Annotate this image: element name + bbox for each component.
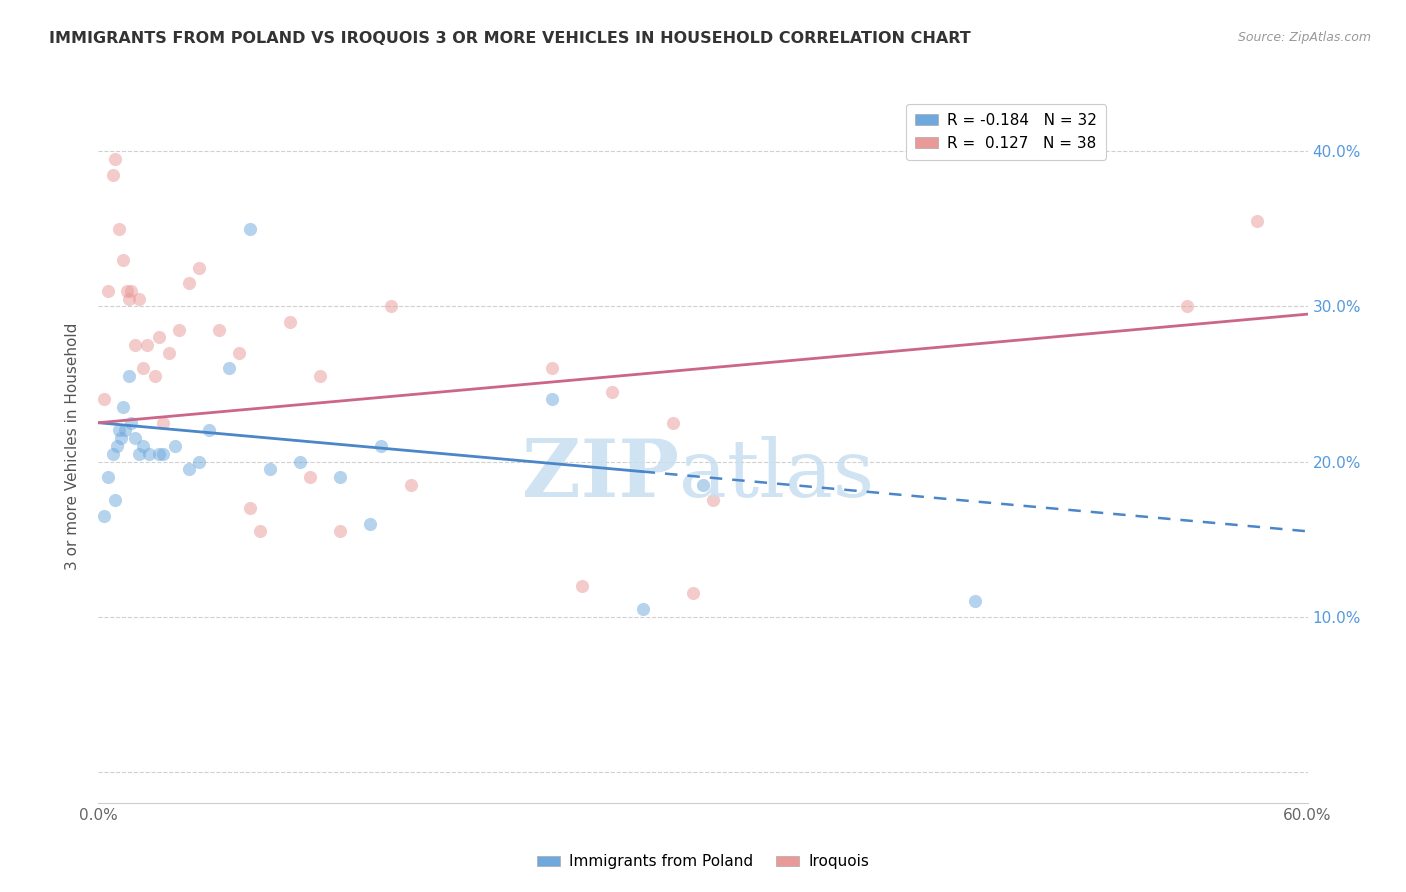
Point [107, 222, 129, 236]
Point [1175, 299, 1198, 313]
Point [107, 424, 129, 438]
Point [540, 392, 562, 407]
Point [661, 416, 683, 430]
Point [360, 516, 382, 531]
Point [157, 346, 180, 360]
Point [97, 284, 120, 298]
Legend: Immigrants from Poland, Iroquois: Immigrants from Poland, Iroquois [531, 848, 875, 875]
Point [702, 493, 724, 508]
Point [692, 477, 714, 491]
Point [97, 470, 120, 484]
Point [188, 260, 211, 275]
Text: IMMIGRANTS FROM POLAND VS IROQUOIS 3 OR MORE VEHICLES IN HOUSEHOLD CORRELATION C: IMMIGRANTS FROM POLAND VS IROQUOIS 3 OR … [49, 31, 972, 46]
Point [101, 447, 124, 461]
Point [399, 477, 422, 491]
Point [120, 284, 142, 298]
Point [148, 447, 170, 461]
Point [179, 462, 201, 476]
Text: atlas: atlas [679, 435, 875, 514]
Point [370, 439, 392, 453]
Point [105, 439, 128, 453]
Point [128, 292, 150, 306]
Point [120, 416, 142, 430]
Point [228, 346, 250, 360]
Point [249, 524, 271, 539]
Point [329, 470, 352, 484]
Point [152, 447, 174, 461]
Point [124, 431, 146, 445]
Point [602, 384, 624, 399]
Point [118, 292, 141, 306]
Point [135, 338, 157, 352]
Point [114, 424, 136, 438]
Point [167, 323, 190, 337]
Point [278, 315, 301, 329]
Point [299, 470, 322, 484]
Point [138, 447, 160, 461]
Point [329, 524, 352, 539]
Point [124, 338, 146, 352]
Point [101, 168, 124, 182]
Point [128, 447, 150, 461]
Point [111, 401, 134, 415]
Point [540, 361, 562, 376]
Point [239, 222, 262, 236]
Point [682, 586, 704, 600]
Point [111, 252, 134, 267]
Point [148, 330, 170, 344]
Point [965, 594, 987, 608]
Point [132, 439, 155, 453]
Point [118, 369, 141, 384]
Point [309, 369, 332, 384]
Point [93, 508, 115, 523]
Point [179, 276, 201, 290]
Point [132, 361, 155, 376]
Point [239, 501, 262, 516]
Point [380, 299, 402, 313]
Point [1246, 214, 1268, 228]
Point [218, 361, 240, 376]
Point [571, 579, 593, 593]
Point [103, 152, 125, 166]
Text: Source: ZipAtlas.com: Source: ZipAtlas.com [1237, 31, 1371, 45]
Text: ZIP: ZIP [522, 435, 679, 514]
Point [631, 602, 654, 616]
Point [163, 439, 186, 453]
Point [93, 392, 115, 407]
Point [208, 323, 231, 337]
Point [143, 369, 166, 384]
Point [259, 462, 281, 476]
Point [198, 424, 221, 438]
Point [115, 284, 138, 298]
Point [103, 493, 125, 508]
Point [288, 454, 311, 468]
Point [110, 431, 132, 445]
Point [188, 454, 211, 468]
Y-axis label: 3 or more Vehicles in Household: 3 or more Vehicles in Household [65, 322, 80, 570]
Point [152, 416, 174, 430]
Legend: R = -0.184   N = 32, R =  0.127   N = 38: R = -0.184 N = 32, R = 0.127 N = 38 [907, 104, 1107, 160]
